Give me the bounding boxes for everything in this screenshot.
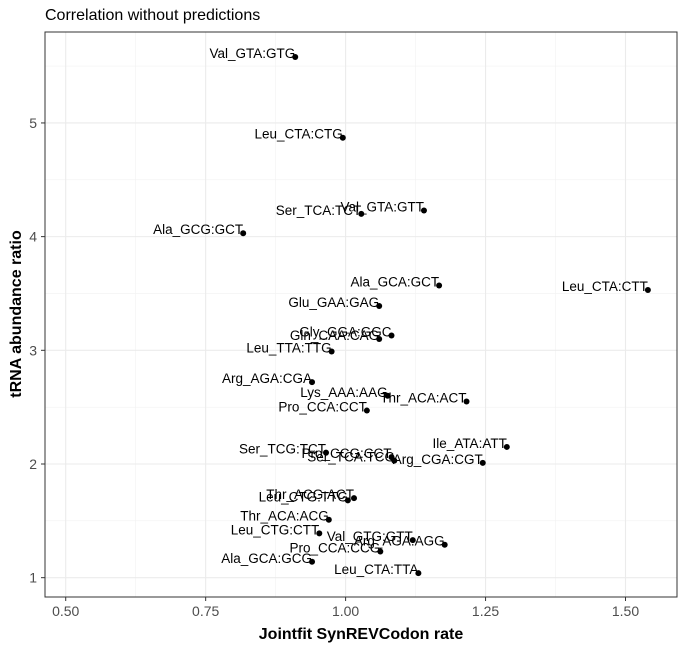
point-label: Pro_CCG:CCT (301, 446, 391, 461)
x-tick-label: 0.75 (192, 603, 219, 619)
y-tick-label: 1 (29, 570, 37, 586)
y-tick-label: 4 (29, 229, 37, 245)
point-label: Ala_GCA:GCG (221, 551, 312, 566)
major-gridlines (45, 32, 677, 597)
x-axis-ticks: 0.50 0.75 1.00 1.25 1.50 (52, 597, 639, 619)
y-axis-title: tRNA abundance ratio (8, 230, 25, 398)
x-axis-title: Jointfit SynREVCodon rate (259, 626, 464, 643)
point-label: Thr_ACA:ACG (240, 509, 329, 524)
data-point (358, 210, 365, 217)
data-point (644, 287, 651, 294)
data-points (240, 54, 651, 577)
point-label: Val_GTG:GTT (327, 529, 413, 544)
data-point (351, 495, 358, 502)
point-label: Thr_ACA:ACT (380, 390, 466, 405)
data-point (376, 302, 383, 309)
point-label: Ser_TCA:TCT (276, 203, 362, 218)
data-point (339, 134, 346, 141)
data-point (309, 558, 316, 565)
data-point (376, 335, 383, 342)
x-tick-label: 1.25 (472, 603, 499, 619)
point-label: Val_GTA:GTT (340, 199, 424, 214)
data-point (388, 332, 395, 339)
data-point (309, 379, 316, 386)
x-tick-label: 0.50 (52, 603, 79, 619)
data-point (384, 392, 391, 399)
point-label: Arg_AGA:AGG (354, 534, 445, 549)
point-label: Arg_CGA:CGT (393, 452, 483, 467)
data-point (240, 230, 247, 237)
point-label: Arg_AGA:CGA (222, 371, 312, 386)
data-point (328, 348, 335, 355)
data-point (391, 457, 398, 464)
point-label: Leu_TTA:TTG (246, 340, 331, 355)
y-tick-label: 2 (29, 456, 37, 472)
point-label: Leu_CTA:CTG (255, 127, 343, 142)
point-label: Gln_CAA:CAG (290, 328, 379, 343)
data-point (292, 54, 299, 61)
y-tick-label: 3 (29, 342, 37, 358)
chart-title: Correlation without predictions (45, 7, 260, 24)
data-point (409, 537, 416, 544)
plot-panel (45, 32, 677, 597)
data-point (415, 570, 422, 577)
data-point (441, 541, 448, 548)
data-point (436, 282, 443, 289)
point-label: Leu_CTA:TTA (334, 562, 418, 577)
point-label: Gly_GGA:GGC (299, 325, 392, 340)
data-point (325, 516, 332, 523)
point-label: Ala_GCG:GCT (153, 222, 243, 237)
point-label: Pro_CCA:CCT (278, 400, 367, 415)
point-label: Leu_CTG:CTT (231, 522, 320, 537)
y-axis-ticks: 1 2 3 4 5 (29, 115, 45, 586)
point-label: Ile_ATA:ATT (433, 436, 507, 451)
point-label: Leu_CTG:TTG (259, 489, 348, 504)
minor-gridlines (45, 32, 677, 597)
data-point (363, 407, 370, 414)
point-label: Leu_CTA:CTT (562, 279, 648, 294)
point-label: Ser_TCG:TCT (239, 442, 326, 457)
data-point (316, 530, 323, 537)
data-point (420, 207, 427, 214)
point-label: Thr_ACG:ACT (266, 487, 354, 502)
point-label: Ser_TCA:TCC (307, 450, 394, 465)
point-label: Ala_GCA:GCT (351, 275, 440, 290)
x-tick-label: 1.00 (332, 603, 359, 619)
plot-border (44, 31, 678, 598)
point-label: Val_GTA:GTG (209, 46, 295, 61)
point-label: Glu_GAA:GAG (288, 295, 379, 310)
point-label: Pro_CCA:CCG (290, 541, 381, 556)
point-labels: Val_GTA:GTGLeu_CTA:CTGVal_GTA:GTTSer_TCA… (153, 46, 648, 577)
data-point (377, 548, 384, 555)
data-point (323, 449, 330, 456)
data-point (344, 497, 351, 504)
y-tick-label: 5 (29, 115, 37, 131)
point-label: Lys_AAA:AAG (300, 385, 387, 400)
data-point (479, 459, 486, 466)
x-tick-label: 1.50 (612, 603, 639, 619)
data-point (503, 443, 510, 450)
data-point (463, 398, 470, 405)
